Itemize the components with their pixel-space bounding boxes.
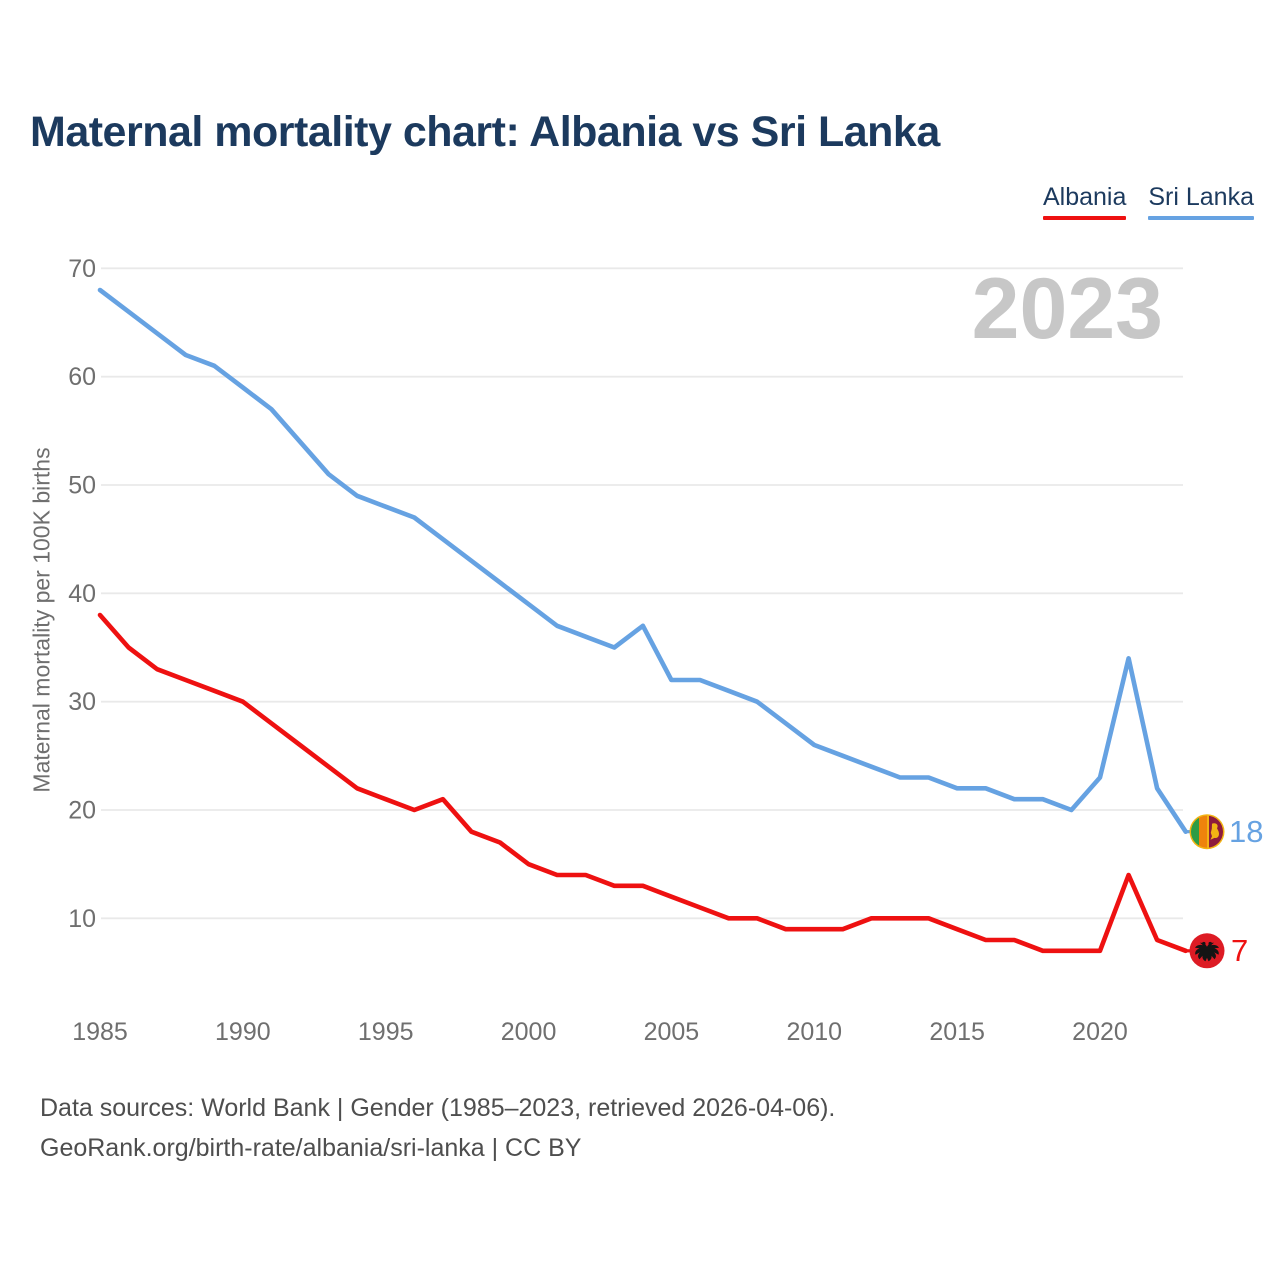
x-tick-label: 2010: [786, 1018, 842, 1046]
x-tick-label: 1990: [215, 1018, 271, 1046]
series-lines: [97, 287, 1191, 954]
watermark-year: 2023: [971, 261, 1163, 357]
series-line-albania[interactable]: [97, 612, 1188, 954]
y-tick-label: 60: [68, 363, 96, 391]
x-tick-label: 2000: [501, 1018, 557, 1046]
y-tick-label: 20: [68, 796, 96, 824]
x-tick-label: 2020: [1072, 1018, 1128, 1046]
legend-underline-sri-lanka: [1148, 216, 1254, 220]
footer-attribution-line: GeoRank.org/birth-rate/albania/sri-lanka…: [40, 1134, 582, 1162]
y-tick-label: 10: [68, 905, 96, 933]
footer: Data sources: World Bank | Gender (1985–…: [40, 1088, 835, 1168]
footer-sources-line: Data sources: World Bank | Gender (1985–…: [40, 1094, 836, 1122]
x-tick-label: 1995: [358, 1018, 414, 1046]
albania-flag-icon: [1189, 933, 1225, 969]
y-tick-label: 40: [68, 580, 96, 608]
axis-ticks: 10 20 30 40 50 60 70 1985 1990 1995 2000 2005 2010 20…: [68, 255, 1128, 1046]
sri-lanka-end-value: 18: [1229, 814, 1263, 849]
chart-title: Maternal mortality chart: Albania vs Sri…: [30, 108, 940, 156]
legend-item-albania[interactable]: Albania: [1042, 183, 1127, 220]
y-tick-label: 50: [68, 471, 96, 499]
legend-item-sri-lanka[interactable]: Sri Lanka: [1148, 183, 1254, 220]
gridlines: [101, 267, 1183, 920]
x-tick-label: 1985: [72, 1018, 128, 1046]
series-line-sri-lanka[interactable]: [97, 287, 1188, 835]
legend-underline-albania: [1042, 216, 1127, 220]
legend: Albania Sri Lanka: [1042, 183, 1254, 220]
sri-lanka-flag-icon: [1189, 814, 1225, 850]
x-tick-label: 2005: [644, 1018, 700, 1046]
y-tick-label: 70: [68, 255, 96, 283]
legend-label-sri-lanka: Sri Lanka: [1148, 183, 1254, 211]
y-tick-label: 30: [68, 688, 96, 716]
albania-end-value: 7: [1231, 933, 1248, 968]
x-tick-label: 2015: [929, 1018, 985, 1046]
legend-label-albania: Albania: [1042, 183, 1127, 211]
